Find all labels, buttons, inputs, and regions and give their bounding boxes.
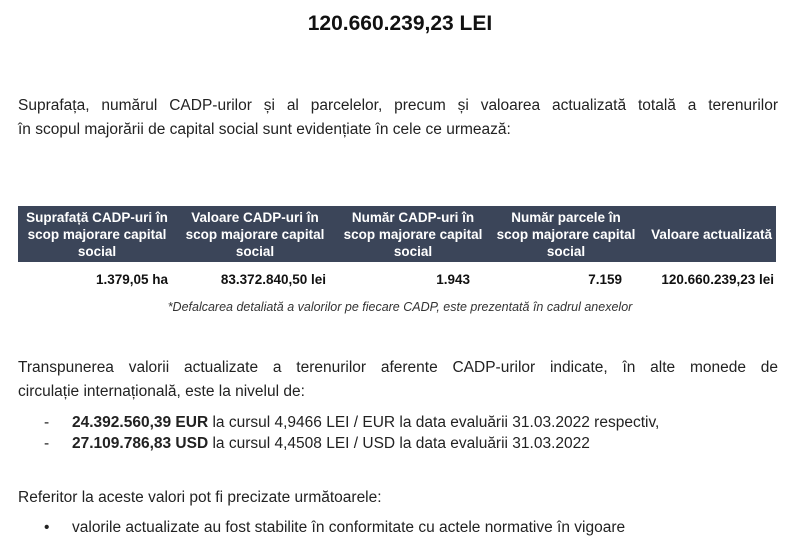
dash-bullet: - bbox=[44, 435, 50, 452]
intro-line-1: Suprafața, numărul CADP-urilor și al par… bbox=[18, 97, 778, 114]
table-row: 1.379,05 ha 83.372.840,50 lei 1.943 7.15… bbox=[18, 262, 776, 287]
document-title: 120.660.239,23 LEI bbox=[307, 12, 493, 35]
cell-valoare-actualizata: 120.660.239,23 lei bbox=[661, 272, 774, 287]
transpunere-line-2: circulație internațională, este la nivel… bbox=[18, 383, 305, 400]
eur-text: la cursul 4,9466 LEI / EUR la data evalu… bbox=[208, 414, 660, 431]
list-item: - 27.109.786,83 USD la cursul 4,4508 LEI … bbox=[44, 432, 590, 456]
summary-table: Suprafață CADP-uri în scop majorare capi… bbox=[18, 206, 776, 287]
intro-paragraph: Suprafața, numărul CADP-urilor și al par… bbox=[18, 94, 778, 142]
cell-suprafata: 1.379,05 ha bbox=[95, 272, 168, 287]
usd-text: la cursul 4,4508 LEI / USD la data evalu… bbox=[208, 435, 590, 452]
list-item: • valorile actualizate au fost stabilite … bbox=[44, 516, 625, 540]
header-valoare-cadp: Valoare CADP-uri în scop majorare capita… bbox=[176, 206, 334, 262]
table-footnote: *Defalcarea detaliată a valorilor pe fie… bbox=[167, 300, 633, 314]
header-suprafata: Suprafață CADP-uri în scop majorare capi… bbox=[18, 206, 176, 262]
usd-amount: 27.109.786,83 USD bbox=[72, 435, 209, 452]
header-valoare-actualizata: Valoare actualizată bbox=[640, 206, 776, 262]
cell-valoare-cadp: 83.372.840,50 lei bbox=[220, 272, 326, 287]
cell-numar-cadp: 1.943 bbox=[436, 272, 470, 287]
list-item: - 24.392.560,39 EUR la cursul 4,9466 LEI … bbox=[44, 411, 659, 435]
transpunere-line-1: Transpunerea valorii actualizate a teren… bbox=[18, 359, 778, 376]
cell-numar-parcele: 7.159 bbox=[588, 272, 622, 287]
header-numar-cadp: Număr CADP-uri în scop majorare capital … bbox=[334, 206, 492, 262]
intro-line-2: în scopul majorării de capital social su… bbox=[18, 121, 511, 138]
referitor-item-text: valorile actualizate au fost stabilite î… bbox=[72, 519, 626, 536]
header-numar-parcele: Număr parcele în scop majorare capital s… bbox=[492, 206, 640, 262]
table-header-row: Suprafață CADP-uri în scop majorare capi… bbox=[18, 206, 776, 262]
eur-amount: 24.392.560,39 EUR bbox=[72, 414, 209, 431]
bullet-icon: • bbox=[44, 519, 50, 536]
transpunere-paragraph: Transpunerea valorii actualizate a teren… bbox=[18, 356, 778, 404]
dash-bullet: - bbox=[44, 414, 50, 431]
referitor-paragraph: Referitor la aceste valori pot fi preciz… bbox=[18, 489, 382, 506]
